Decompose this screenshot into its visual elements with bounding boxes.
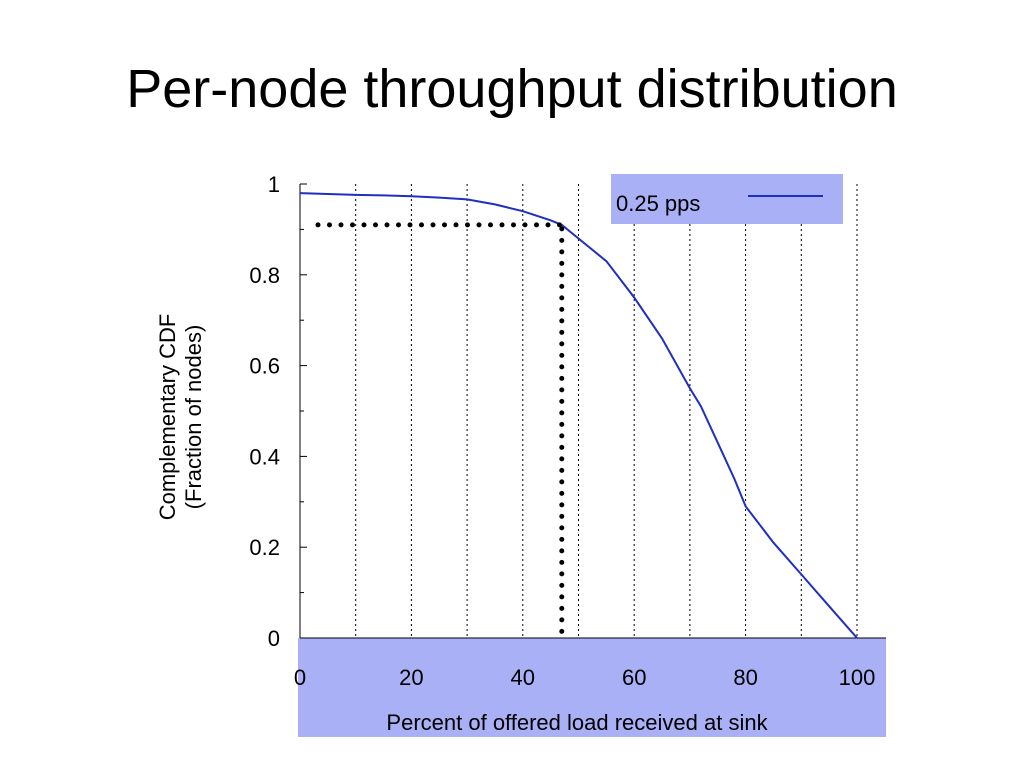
x-axis-panel: [298, 638, 886, 737]
x-tick-label: 0: [294, 665, 306, 690]
x-axis-title: Percent of offered load received at sink: [386, 710, 768, 735]
series-line: [299, 192, 858, 639]
y-tick-label: 0.2: [249, 535, 280, 560]
y-tick-label: 1: [268, 172, 280, 197]
x-tick-label: 100: [839, 665, 876, 690]
y-tick-label: 0.8: [249, 263, 280, 288]
y-axis-title-line: Complementary CDF: [155, 314, 180, 521]
y-tick-label: 0: [268, 626, 280, 651]
y-tick-label: 0.4: [249, 444, 280, 469]
x-tick-label: 40: [511, 665, 535, 690]
y-axis-title-line: (Fraction of nodes): [181, 325, 206, 510]
x-tick-label: 60: [622, 665, 646, 690]
legend-box: [611, 174, 843, 224]
x-tick-label: 20: [399, 665, 423, 690]
x-tick-label: 80: [733, 665, 757, 690]
y-axis-title: Complementary CDF(Fraction of nodes): [155, 314, 206, 521]
slide-title: Per-node throughput distribution: [126, 59, 898, 119]
y-tick-label: 0.6: [249, 354, 280, 379]
legend-label: 0.25 pps: [616, 191, 700, 216]
